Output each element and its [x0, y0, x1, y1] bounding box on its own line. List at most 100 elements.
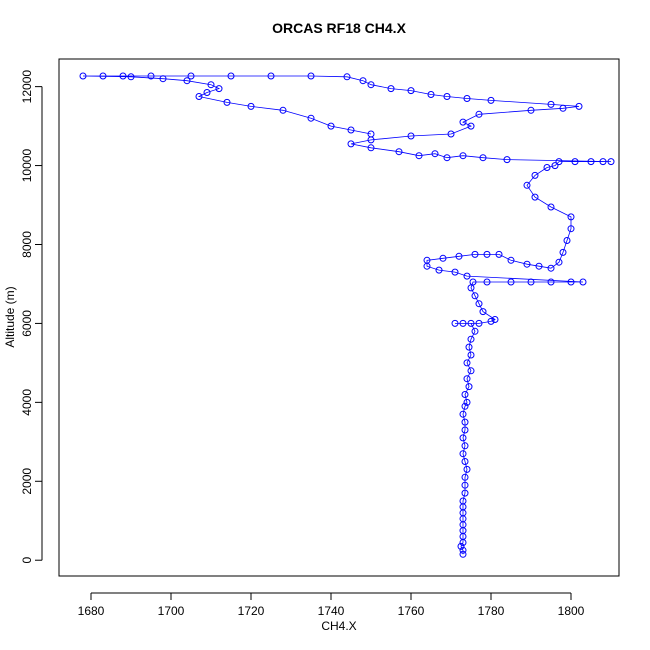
data-point	[439, 254, 447, 262]
data-point	[423, 256, 431, 264]
data-point	[459, 546, 467, 554]
data-point	[571, 158, 579, 166]
data-point	[463, 359, 471, 367]
data-point	[459, 497, 467, 505]
data-point	[587, 158, 595, 166]
data-point	[427, 91, 435, 98]
y-tick-label: 8000	[20, 231, 34, 258]
data-point	[431, 150, 439, 158]
data-point	[461, 473, 469, 481]
data-point	[475, 300, 483, 308]
data-point	[523, 260, 531, 268]
data-point	[463, 95, 471, 102]
data-point	[507, 256, 515, 264]
data-point	[127, 73, 135, 81]
data-point	[443, 93, 451, 100]
data-point	[479, 308, 487, 316]
data-point	[559, 248, 567, 256]
data-point	[367, 144, 375, 152]
data-point	[463, 398, 471, 406]
data-point	[395, 148, 403, 156]
series-line	[82, 75, 612, 555]
data-point	[495, 250, 503, 258]
y-tick-label: 0	[20, 557, 34, 564]
data-point	[567, 278, 575, 286]
data-point	[407, 132, 415, 140]
data-point	[459, 434, 467, 442]
data-point	[567, 225, 575, 233]
data-point	[195, 93, 203, 100]
x-tick-label: 1800	[558, 604, 585, 618]
data-point	[455, 252, 463, 260]
data-point	[415, 152, 423, 160]
y-axis: 0 2000 4000 6000 8000 10000 12000	[20, 70, 43, 564]
data-point	[491, 316, 499, 323]
data-point	[359, 77, 367, 85]
data-point	[467, 335, 475, 343]
data-point	[79, 72, 87, 80]
x-tick-label: 1740	[318, 604, 345, 618]
data-point	[99, 72, 107, 80]
data-point	[527, 278, 535, 286]
data-point	[471, 250, 479, 258]
data-point	[267, 72, 275, 80]
data-point	[347, 140, 355, 148]
data-point	[507, 278, 515, 286]
data-point	[461, 418, 469, 426]
data-point	[307, 72, 315, 80]
data-point	[531, 171, 539, 179]
data-point	[435, 266, 443, 274]
data-point	[559, 104, 567, 112]
data-point	[555, 258, 563, 266]
data-point	[367, 81, 375, 89]
data-point	[223, 98, 231, 106]
data-point	[607, 158, 615, 166]
data-point	[147, 72, 155, 80]
data-point	[555, 158, 563, 166]
data-point	[159, 75, 167, 83]
data-point	[465, 343, 473, 351]
data-point	[461, 402, 469, 410]
data-point	[475, 110, 483, 118]
data-point	[551, 162, 559, 170]
data-point	[575, 102, 583, 110]
data-point	[543, 164, 551, 171]
data-point	[467, 367, 475, 375]
data-point	[327, 122, 335, 130]
y-tick-label: 12000	[20, 70, 34, 104]
plot-frame	[58, 58, 620, 577]
data-point	[207, 81, 215, 89]
data-point	[119, 72, 127, 80]
data-point	[467, 351, 475, 359]
data-point	[307, 114, 315, 122]
data-point	[247, 102, 255, 110]
data-point	[459, 550, 467, 558]
data-point	[451, 268, 459, 276]
data-point	[535, 262, 543, 270]
data-point	[367, 130, 375, 138]
x-tick-label: 1760	[398, 604, 425, 618]
data-point	[487, 317, 495, 325]
data-point	[475, 319, 483, 327]
data-point	[183, 77, 191, 85]
x-axis-label: CH4.X	[321, 619, 356, 633]
data-point	[465, 383, 473, 391]
data-point	[523, 181, 531, 189]
series-points	[79, 72, 615, 558]
y-axis-label: Altitude (m)	[3, 286, 17, 347]
chart-title: ORCAS RF18 CH4.X	[272, 20, 406, 36]
data-point	[215, 85, 223, 93]
data-point	[547, 100, 555, 108]
data-point	[563, 237, 571, 244]
data-point	[343, 73, 351, 81]
data-point	[187, 72, 195, 80]
data-point	[447, 130, 455, 138]
y-tick-label: 6000	[20, 310, 34, 337]
data-point	[567, 213, 575, 221]
data-point	[467, 319, 475, 327]
data-point	[467, 122, 475, 130]
data-point	[227, 72, 235, 80]
data-point	[547, 278, 555, 286]
data-point	[459, 410, 467, 418]
